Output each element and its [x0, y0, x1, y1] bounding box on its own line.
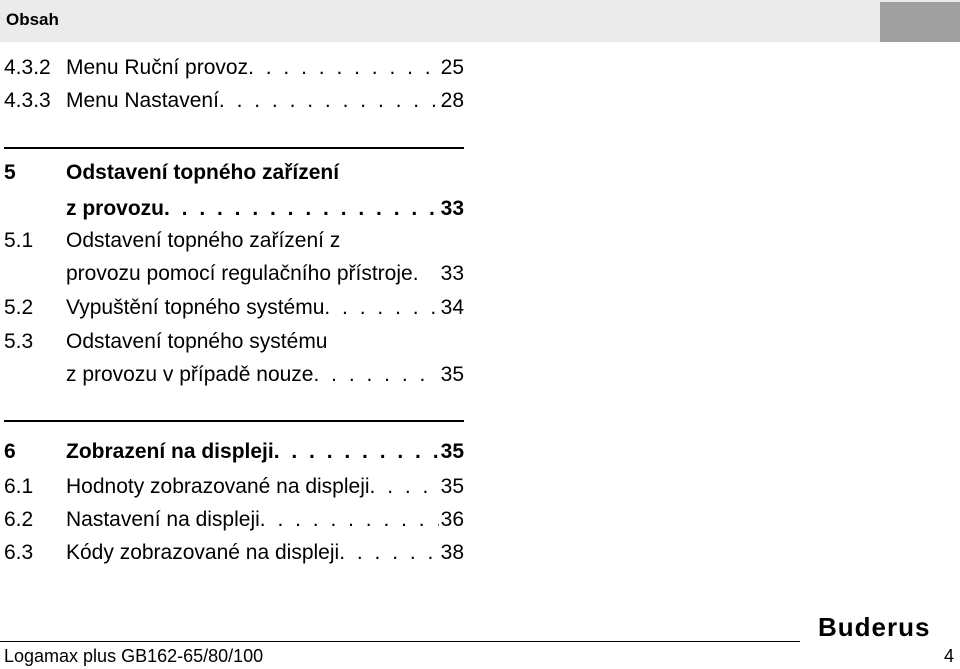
- toc-leader: . . . . . . . . . . . . . . . . .: [259, 508, 439, 531]
- header-tab-block: [880, 2, 960, 42]
- toc-title: Menu Ruční provoz: [66, 56, 249, 79]
- toc-entry[interactable]: 5.1 Odstavení topného zařízení z: [4, 226, 464, 256]
- toc-number: 6.2: [4, 508, 34, 531]
- toc-title: Nastavení na displeji: [66, 508, 260, 531]
- toc-title: Odstavení topného systému: [66, 330, 328, 353]
- toc-number: 5.2: [4, 296, 34, 319]
- toc-page: [462, 158, 464, 188]
- toc-entry[interactable]: 6.2 Nastavení na displeji . . . . . . . …: [4, 505, 464, 535]
- toc-entry-continuation[interactable]: provozu pomocí regulačního přístroje . 3…: [4, 259, 464, 289]
- header-bar: [0, 0, 960, 42]
- toc-entry-continuation[interactable]: z provozu v případě nouze . . . . . . . …: [4, 360, 464, 390]
- toc-number: 6.1: [4, 475, 34, 498]
- toc-page: 28: [440, 89, 464, 112]
- toc-title: Zobrazení na displeji: [66, 440, 274, 463]
- toc-page: 25: [440, 56, 464, 79]
- toc-entry[interactable]: 5.3 Odstavení topného systému: [4, 327, 464, 357]
- toc-title: Hodnoty zobrazované na displeji: [66, 475, 370, 498]
- toc-entry[interactable]: 6.3 Kódy zobrazované na displeji . . . .…: [4, 538, 464, 568]
- toc-leader: . . . . . . . . . .: [324, 296, 439, 319]
- toc-leader: . . . . . . . . . . . . . . . . . .: [248, 56, 439, 79]
- toc-number: 5: [4, 161, 16, 184]
- toc-page: 33: [440, 197, 464, 220]
- section-divider: [4, 420, 464, 422]
- footer-page-number: 4: [943, 646, 954, 666]
- toc-number: [4, 194, 66, 224]
- toc-leader: . . . . . . . . . . . . . . . . . . . . …: [164, 197, 439, 220]
- toc-page: 35: [440, 440, 464, 463]
- toc-number: [4, 259, 66, 289]
- footer-product-name: Logamax plus GB162-65/80/100: [4, 646, 264, 666]
- toc-number: [4, 360, 66, 390]
- toc-chapter[interactable]: 5 Odstavení topného zařízení: [4, 158, 464, 188]
- toc-page: 35: [440, 363, 464, 386]
- toc-page: [462, 226, 464, 256]
- toc-leader: . . . . . . . . . . . . . . . . . . . . …: [218, 89, 439, 112]
- toc-leader: . . . . . .: [369, 475, 439, 498]
- section-divider: [4, 147, 464, 149]
- toc-number: 6.3: [4, 541, 34, 564]
- toc-title: Odstavení topného zařízení: [66, 161, 340, 184]
- toc-number: 5.1: [4, 229, 34, 252]
- page-title: Obsah: [6, 10, 59, 29]
- toc-leader: [328, 327, 463, 357]
- footer-divider: [0, 641, 800, 642]
- toc-page: 34: [440, 296, 464, 319]
- toc-title: Kódy zobrazované na displeji: [66, 541, 340, 564]
- toc-title: Menu Nastavení: [66, 89, 219, 112]
- toc-number: 6: [4, 440, 16, 463]
- toc-number: 4.3.3: [4, 89, 51, 112]
- toc-entry[interactable]: 6.1 Hodnoty zobrazované na displeji . . …: [4, 472, 464, 502]
- toc-leader: . . . . . . . . . . . . .: [273, 440, 439, 463]
- toc-page: 33: [440, 262, 464, 285]
- toc-number: 5.3: [4, 330, 34, 353]
- toc-entry[interactable]: 4.3.3 Menu Nastavení . . . . . . . . . .…: [4, 86, 464, 116]
- toc-leader: .: [412, 262, 422, 285]
- toc-title: z provozu v případě nouze: [66, 363, 314, 386]
- toc-leader: [339, 158, 462, 188]
- toc-number: 4.3.2: [4, 56, 51, 79]
- toc-title: provozu pomocí regulačního přístroje: [66, 262, 413, 285]
- buderus-logo: Buderus: [818, 612, 931, 642]
- toc-leader: [340, 226, 462, 256]
- toc-page: 35: [440, 475, 464, 498]
- toc-leader: . . . . . . . . .: [339, 541, 438, 564]
- toc-entry[interactable]: 4.3.2 Menu Ruční provoz . . . . . . . . …: [4, 53, 464, 83]
- toc-title: Vypuštění topného systému: [66, 296, 325, 319]
- toc-title: z provozu: [66, 197, 164, 220]
- toc-page: 36: [440, 508, 464, 531]
- toc-title: Odstavení topného zařízení z: [66, 229, 341, 252]
- toc-entry[interactable]: 5.2 Vypuštění topného systému . . . . . …: [4, 293, 464, 323]
- toc-leader: . . . . . . . . . . .: [313, 363, 439, 386]
- toc-page: 38: [440, 541, 464, 564]
- toc-chapter-continuation[interactable]: z provozu . . . . . . . . . . . . . . . …: [4, 194, 464, 224]
- toc-page: [462, 327, 464, 357]
- toc-chapter[interactable]: 6 Zobrazení na displeji . . . . . . . . …: [4, 437, 464, 467]
